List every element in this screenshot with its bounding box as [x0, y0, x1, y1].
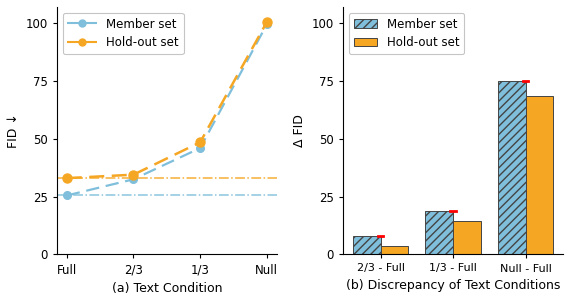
Y-axis label: Δ FID: Δ FID: [293, 114, 306, 147]
Bar: [353, 236, 381, 255]
X-axis label: (b) Discrepancy of Text Conditions: (b) Discrepancy of Text Conditions: [346, 279, 560, 292]
Legend: Member set, Hold-out set: Member set, Hold-out set: [349, 13, 464, 54]
X-axis label: (a) Text Condition: (a) Text Condition: [112, 282, 222, 295]
Legend: Member set, Hold-out set: Member set, Hold-out set: [63, 13, 184, 54]
Bar: [453, 221, 481, 255]
Bar: [498, 81, 526, 255]
Bar: [526, 96, 553, 255]
Bar: [381, 246, 408, 255]
Bar: [425, 210, 453, 255]
Y-axis label: FID ↓: FID ↓: [7, 113, 20, 148]
